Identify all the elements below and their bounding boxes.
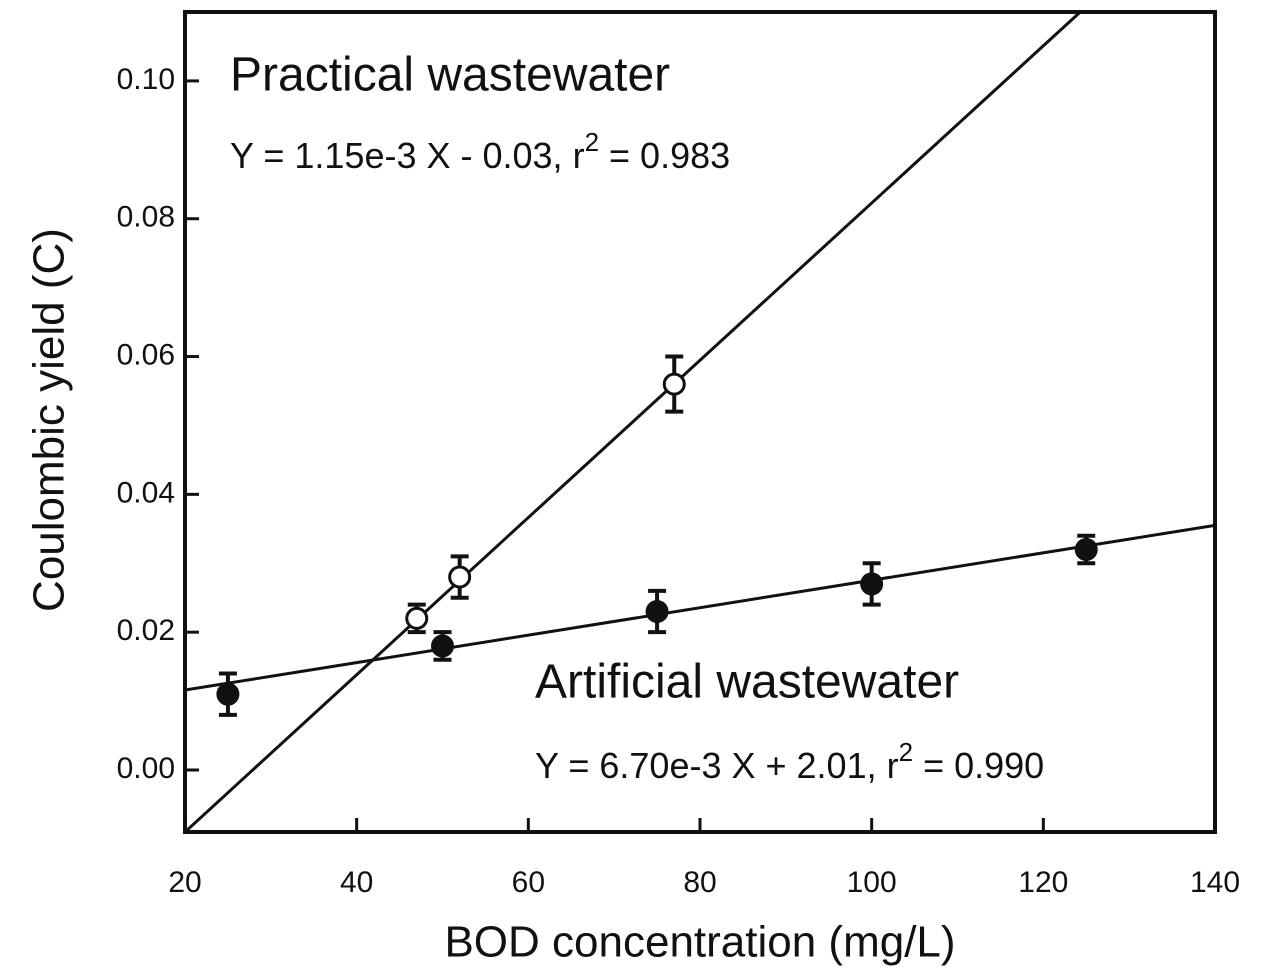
y-tick-label: 0.04: [117, 476, 175, 509]
fit-line: [185, 12, 1082, 832]
x-tick-label: 140: [1190, 866, 1240, 899]
series-label: Artificial wastewater: [535, 656, 959, 709]
x-tick-label: 80: [683, 866, 716, 899]
x-tick-label: 100: [847, 866, 897, 899]
y-tick-label: 0.06: [117, 338, 175, 371]
marker: [431, 634, 454, 658]
equation-text: Y = 1.15e-3 X - 0.03, r: [230, 135, 585, 176]
marker: [405, 606, 429, 630]
equation-sup: 2: [585, 127, 599, 157]
marker: [662, 372, 686, 396]
equation-after: = 0.990: [913, 745, 1044, 786]
marker: [860, 572, 884, 596]
x-axis-label: BOD concentration (mg/L): [444, 918, 955, 967]
x-tick-label: 20: [168, 866, 201, 899]
equation: Y = 1.15e-3 X - 0.03, r2 = 0.983: [230, 127, 730, 176]
marker: [645, 599, 669, 623]
equation-sup: 2: [899, 737, 913, 767]
y-tick-label: 0.00: [117, 752, 175, 785]
equation-after: = 0.983: [599, 135, 730, 176]
x-tick-label: 60: [512, 866, 545, 899]
y-tick-label: 0.08: [117, 201, 175, 234]
x-tick-label: 40: [340, 866, 373, 899]
equation: Y = 6.70e-3 X + 2.01, r2 = 0.990: [535, 737, 1044, 786]
y-tick-label: 0.10: [117, 63, 175, 96]
y-axis-label: Coulombic yield (C): [25, 228, 74, 612]
marker: [448, 565, 472, 589]
marker: [1074, 537, 1098, 561]
series-label: Practical wastewater: [230, 49, 670, 102]
fit-line: [185, 523, 1215, 692]
x-tick-label: 120: [1018, 866, 1068, 899]
equation-text: Y = 6.70e-3 X + 2.01, r: [535, 745, 899, 786]
y-tick-label: 0.02: [117, 614, 175, 647]
marker: [216, 682, 240, 706]
